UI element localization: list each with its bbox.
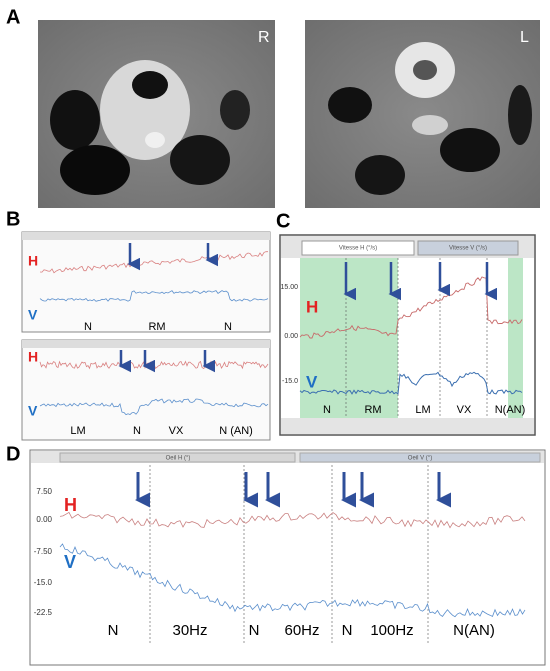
side-label: L — [520, 29, 529, 46]
h-label: H — [28, 349, 38, 365]
v-label: V — [306, 372, 318, 391]
channel-header: Oeil V (°) — [408, 456, 432, 462]
side-label: R — [258, 29, 270, 46]
segment-label: 60Hz — [284, 622, 319, 639]
segment-label: LM — [415, 404, 430, 416]
ct-image-right: R — [38, 20, 275, 208]
segment-label: N — [342, 622, 353, 639]
y-tick-label: -22.5 — [34, 608, 53, 617]
segment-label: N(AN) — [495, 404, 526, 416]
segment-label: N — [108, 622, 119, 639]
v-label: V — [28, 307, 38, 323]
y-tick-label: 7.50 — [36, 487, 52, 496]
trace — [39, 290, 269, 302]
segment-label: N — [133, 425, 141, 437]
trace — [39, 251, 269, 274]
trace — [299, 371, 523, 395]
panel-label: A — [6, 6, 20, 28]
segment-label: 30Hz — [172, 622, 207, 639]
y-tick-label: 0.00 — [36, 515, 52, 524]
segment-label: RM — [148, 321, 165, 333]
v-label: V — [64, 552, 76, 572]
trace-box: H V N RM N — [21, 231, 271, 333]
trace-box: Vitesse H (°/s) Vitesse V (°/s) 15.00 0.… — [279, 234, 536, 436]
trace — [39, 398, 269, 416]
trace — [299, 276, 523, 339]
y-tick-label: 0.00 — [284, 333, 298, 340]
segment-label: VX — [169, 425, 184, 437]
channel-header: Vitesse H (°/s) — [339, 246, 377, 252]
y-tick-label: -15.0 — [34, 578, 53, 587]
segment-label: N(AN) — [453, 622, 495, 639]
segment-label: LM — [70, 425, 85, 437]
segment-label: RM — [364, 404, 381, 416]
segment-label: N — [84, 321, 92, 333]
y-tick-label: -7.50 — [34, 547, 53, 556]
h-label: H — [28, 253, 38, 269]
segment-label: N (AN) — [219, 425, 253, 437]
panel-label: D — [6, 443, 20, 465]
h-label: H — [64, 495, 77, 515]
segment-label: N — [323, 404, 331, 416]
ct-image-left: L — [305, 20, 540, 208]
h-label: H — [306, 297, 318, 316]
segment-label: N — [224, 321, 232, 333]
trace-box: Oeil H (°) Oeil V (°) 7.50 0.00 -7.50 -1… — [29, 449, 546, 666]
segment-label: VX — [457, 404, 472, 416]
trace — [59, 543, 526, 618]
trace — [59, 511, 526, 529]
channel-header: Vitesse V (°/s) — [449, 246, 487, 252]
trace-box: H V LM N VX N (AN) — [21, 339, 271, 441]
channel-header: Oeil H (°) — [166, 456, 191, 462]
panel-label: C — [276, 210, 290, 232]
segment-label: 100Hz — [370, 622, 413, 639]
y-tick-label: 15.00 — [280, 284, 298, 291]
y-tick-label: -15.0 — [282, 378, 298, 385]
segment-label: N — [249, 622, 260, 639]
panel-label: B — [6, 208, 20, 230]
v-label: V — [28, 403, 38, 419]
